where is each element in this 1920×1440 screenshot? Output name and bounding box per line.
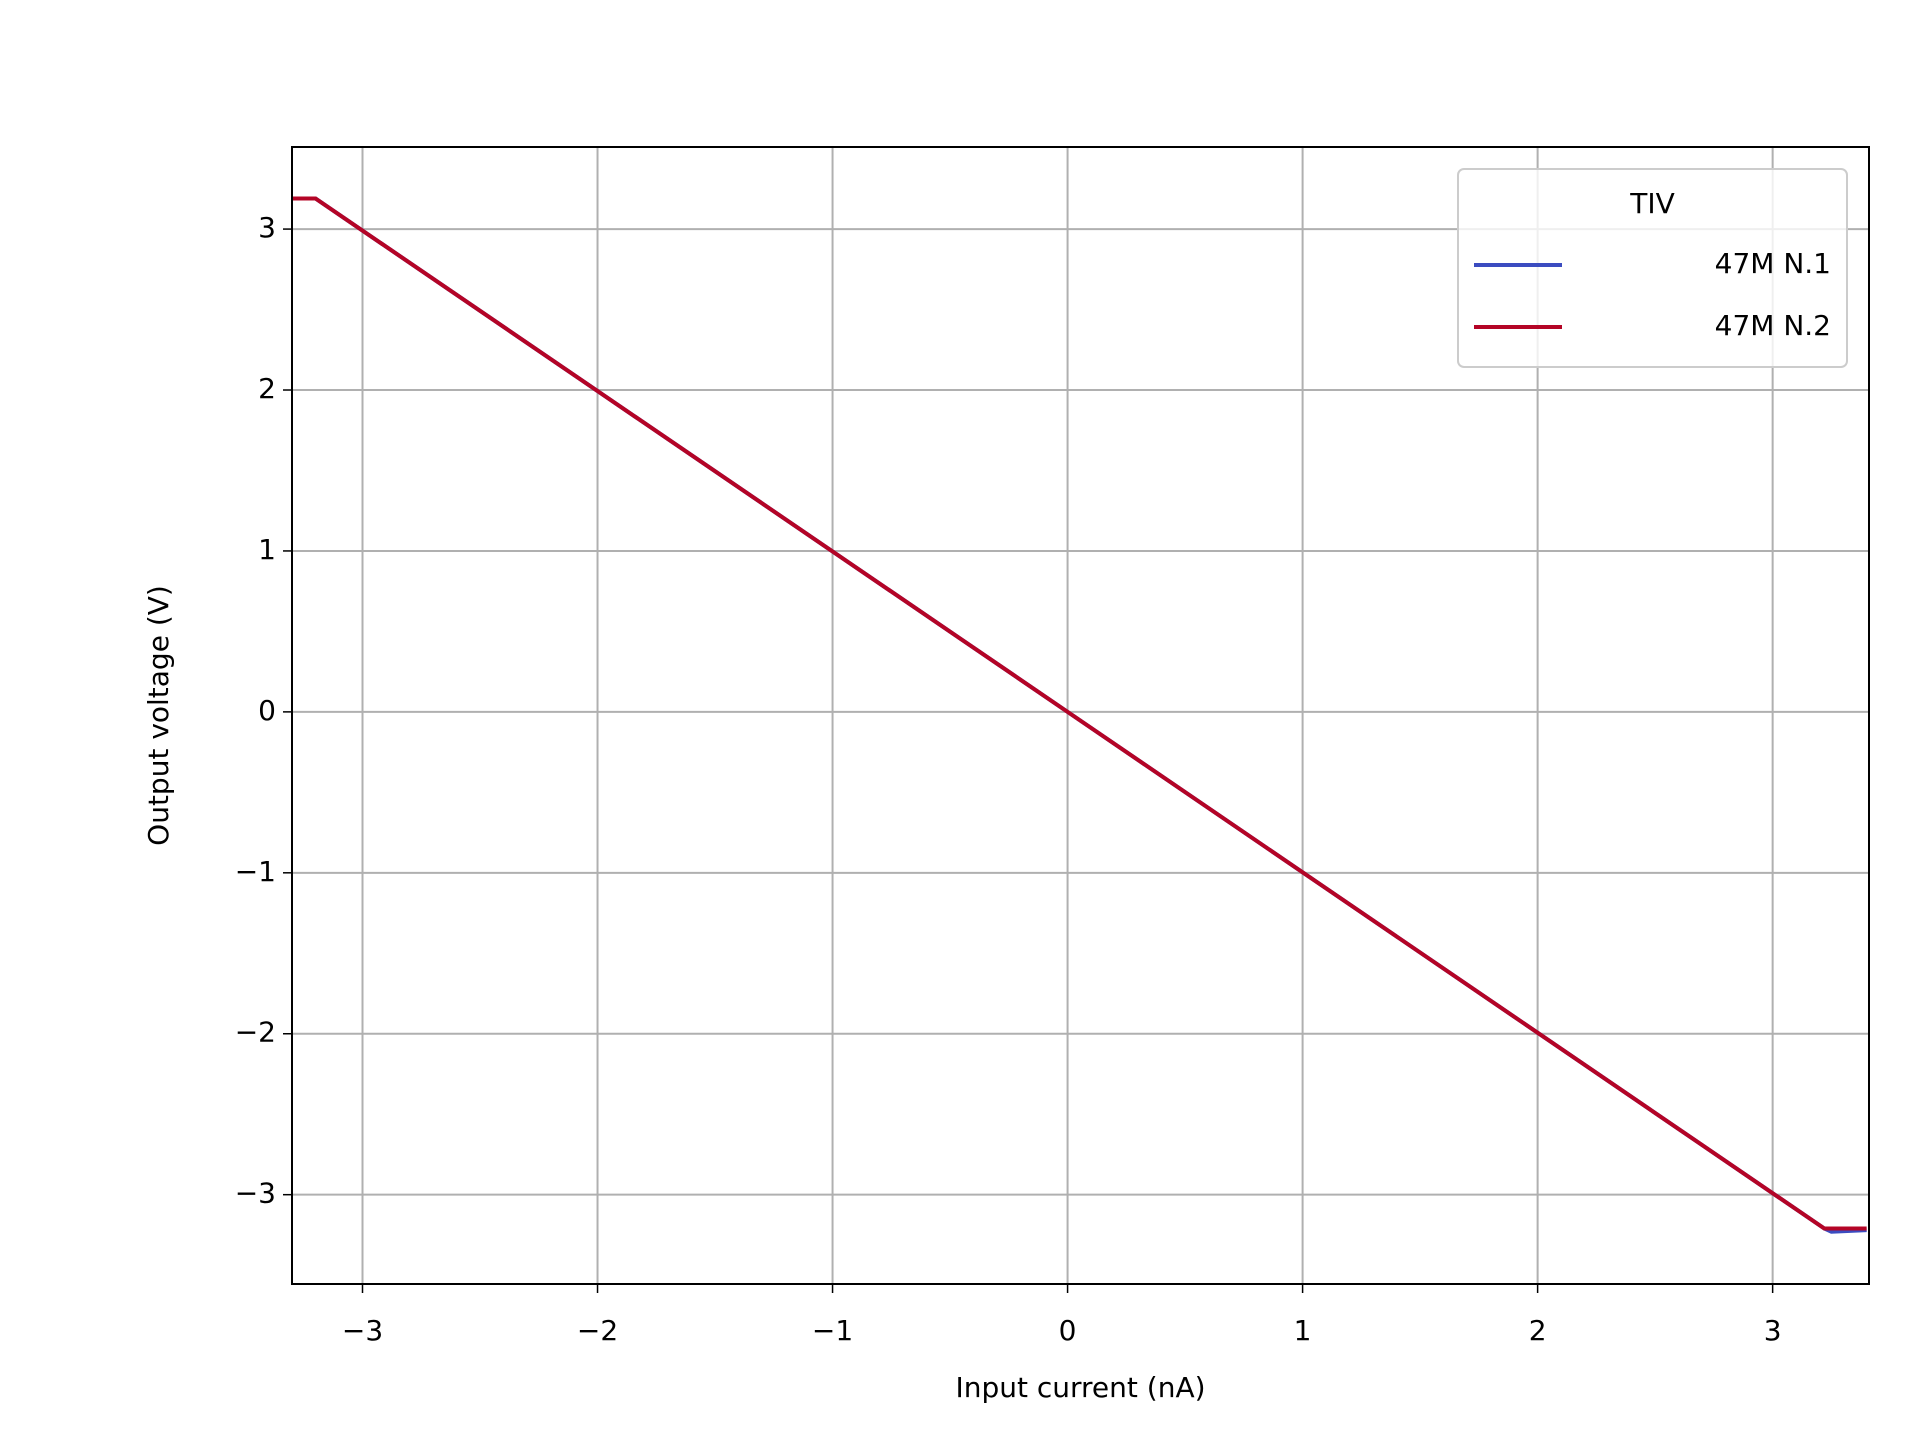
y-tick-label: 2 <box>258 372 276 405</box>
y-tick-label: 0 <box>258 694 276 727</box>
x-tick-label: 2 <box>1529 1314 1547 1347</box>
x-tick-label: 1 <box>1294 1314 1312 1347</box>
x-tick-label: 3 <box>1764 1314 1782 1347</box>
plot-frame <box>291 146 1870 1285</box>
legend-label: 47M N.2 <box>1715 309 1831 342</box>
y-tick-label: 3 <box>258 211 276 244</box>
series-line <box>292 196 1867 1231</box>
legend-title: TIV <box>1629 187 1675 220</box>
y-axis-label: Output voltage (V) <box>142 585 175 846</box>
y-tick-label: 1 <box>258 533 276 566</box>
x-tick-label: −2 <box>577 1314 618 1347</box>
legend-box <box>1457 168 1848 368</box>
x-tick-label: −1 <box>812 1314 853 1347</box>
legend-label: 47M N.1 <box>1715 247 1831 280</box>
x-axis-label: Input current (nA) <box>955 1371 1205 1404</box>
x-tick-label: −3 <box>342 1314 383 1347</box>
y-tick-label: −1 <box>235 855 276 888</box>
y-tick-label: −2 <box>235 1016 276 1049</box>
y-tick-label: −3 <box>235 1177 276 1210</box>
x-tick-label: 0 <box>1059 1314 1077 1347</box>
